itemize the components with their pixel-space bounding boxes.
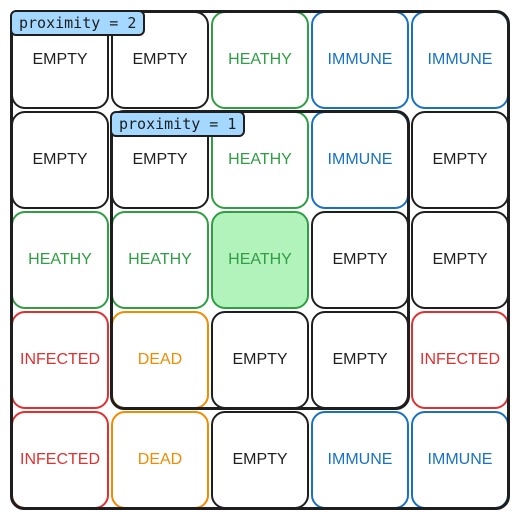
grid-cell: EMPTY (411, 111, 509, 209)
proximity-1-label: proximity = 1 (110, 111, 246, 137)
grid-cell: HEATHY (211, 11, 309, 109)
grid-cell: IMMUNE (311, 11, 409, 109)
grid-cell: EMPTY (211, 411, 309, 509)
grid-cell: DEAD (111, 311, 209, 409)
proximity-2-label: proximity = 2 (10, 10, 146, 36)
grid-cell: EMPTY (311, 211, 409, 309)
grid-cell: EMPTY (311, 311, 409, 409)
grid-cell: INFECTED (11, 411, 109, 509)
grid-cell: INFECTED (411, 311, 509, 409)
cell-grid: EMPTY EMPTY HEATHY IMMUNE IMMUNE EMPTY EMPTY HE… (10, 10, 510, 510)
grid-cell: DEAD (111, 411, 209, 509)
grid-cell: HEATHY (111, 211, 209, 309)
grid-cell: IMMUNE (311, 111, 409, 209)
grid-cell: INFECTED (11, 311, 109, 409)
focus-cell: HEATHY (211, 211, 309, 309)
grid-cell: EMPTY (211, 311, 309, 409)
grid-cell: EMPTY (411, 211, 509, 309)
grid-cell: HEATHY (11, 211, 109, 309)
grid-cell: EMPTY (11, 111, 109, 209)
grid-cell: IMMUNE (311, 411, 409, 509)
grid-cell: IMMUNE (411, 411, 509, 509)
grid-cell: IMMUNE (411, 11, 509, 109)
